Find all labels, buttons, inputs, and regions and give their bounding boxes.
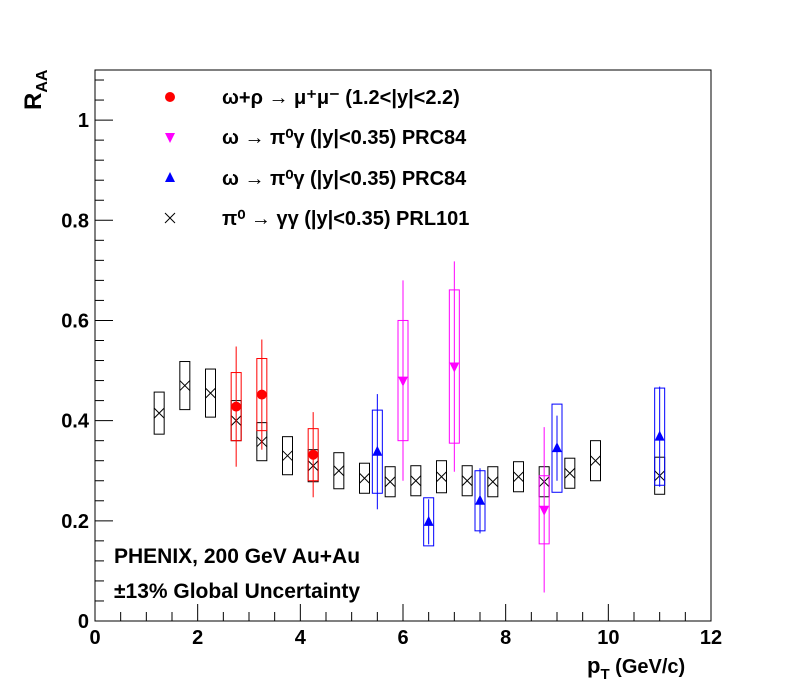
systematic-box	[436, 460, 447, 494]
data-point-cross	[461, 475, 473, 487]
data-point-triangle-down	[449, 362, 460, 373]
data-point-cross	[513, 471, 524, 483]
experiment-label: PHENIX, 200 GeV Au+Au	[114, 545, 360, 568]
data-point-cross	[590, 455, 601, 467]
y-axis-title: RAA	[20, 69, 51, 110]
legend-label: ω → π⁰γ (|y|<0.35) PRC84	[222, 127, 467, 149]
systematic-box	[153, 391, 165, 435]
legend-marker-triangle-up	[165, 172, 175, 182]
legend-label: π⁰ → γγ (|y|<0.35) PRL101	[222, 208, 469, 230]
data-marks	[153, 261, 666, 593]
data-point-cross	[564, 467, 576, 479]
y-tick-label: 0.2	[61, 511, 89, 533]
systematic-box	[461, 465, 473, 497]
data-point-triangle-up	[372, 445, 383, 456]
x-axis-tick-labels: 0 2 4 6 8 10 12	[89, 627, 722, 649]
data-point-cross	[282, 450, 293, 462]
systematic-box	[487, 466, 499, 498]
data-point-triangle-up	[475, 494, 485, 505]
data-point-cross	[153, 407, 165, 419]
x-axis-ticks	[94, 604, 712, 621]
systematic-box	[179, 361, 191, 411]
data-point-cross	[333, 465, 345, 477]
y-tick-label: 0.8	[61, 210, 89, 232]
data-point-cross	[487, 476, 499, 488]
x-tick-label: 6	[397, 627, 408, 649]
y-axis-tick-labels: 0 0.2 0.4 0.6 0.8 1	[61, 110, 90, 633]
data-point-cross	[179, 380, 191, 391]
data-point-cross	[359, 472, 370, 484]
x-tick-label: 2	[192, 627, 203, 649]
y-axis-ticks	[95, 79, 113, 622]
data-point-circle	[231, 401, 242, 412]
global-uncertainty-label: ±13% Global Uncertainty	[114, 580, 360, 603]
systematic-box	[282, 436, 293, 476]
x-tick-label: 12	[700, 627, 722, 649]
x-tick-label: 10	[597, 627, 619, 649]
data-point-triangle-up	[552, 442, 562, 453]
data-point-cross	[436, 471, 447, 483]
systematic-box	[551, 403, 563, 493]
x-tick-label: 0	[89, 627, 100, 649]
legend: ω+ρ → μ⁺μ⁻ (1.2<|y|<2.2) ω → π⁰γ (|y|<0.3…	[164, 87, 469, 230]
y-tick-label: 0.6	[61, 310, 89, 332]
x-axis-title: pT (GeV/c)	[587, 653, 685, 683]
x-tick-label: 4	[295, 627, 307, 649]
data-point-triangle-down	[398, 376, 408, 387]
systematic-box	[564, 457, 576, 489]
systematic-box	[359, 462, 370, 494]
legend-marker-triangle-down	[165, 133, 175, 143]
systematic-box	[513, 461, 524, 493]
data-point-cross	[205, 387, 216, 399]
systematic-box	[333, 452, 345, 490]
x-tick-label: 8	[500, 627, 511, 649]
data-point-circle	[256, 389, 267, 400]
legend-label: ω+ρ → μ⁺μ⁻ (1.2<|y|<2.2)	[222, 87, 460, 109]
y-tick-label: 1	[78, 110, 89, 132]
legend-marker-cross	[164, 212, 176, 224]
systematic-box	[205, 368, 216, 418]
data-point-cross	[384, 476, 396, 488]
y-tick-label: 0.4	[61, 411, 90, 433]
legend-label: ω → π⁰γ (|y|<0.35) PRC84	[222, 168, 467, 190]
systematic-box	[410, 465, 422, 497]
y-tick-label: 0	[78, 611, 89, 633]
legend-marker-circle	[165, 92, 175, 102]
systematic-box	[590, 440, 601, 482]
data-point-triangle-down	[539, 505, 550, 516]
data-point-triangle-up	[654, 430, 665, 441]
systematic-box	[423, 497, 435, 547]
systematic-box	[384, 466, 396, 498]
data-point-cross	[410, 475, 422, 487]
data-point-circle	[308, 449, 319, 460]
data-point-triangle-up	[423, 515, 434, 526]
